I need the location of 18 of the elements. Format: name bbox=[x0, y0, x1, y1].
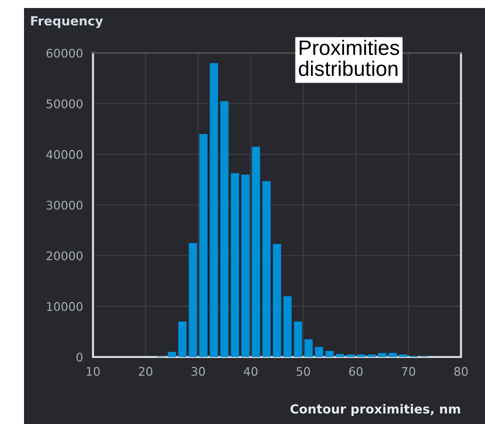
y-tick-label: 40000 bbox=[46, 150, 82, 159]
y-tick-label: 60000 bbox=[46, 48, 82, 58]
y-tick-label: 10000 bbox=[47, 302, 82, 311]
y-tick-label: 0 bbox=[76, 352, 82, 362]
y-axis-title: Frequency bbox=[31, 16, 103, 28]
x-tick-label: 70 bbox=[402, 366, 416, 376]
y-tick-label: 50000 bbox=[46, 99, 82, 108]
x-tick-label: 40 bbox=[244, 366, 258, 376]
y-tick-label: 30000 bbox=[46, 200, 82, 210]
x-tick-label: 20 bbox=[138, 366, 152, 376]
x-tick-label: 60 bbox=[349, 366, 363, 376]
x-axis-title: Contour proximities, nm bbox=[290, 404, 460, 416]
y-tick-label: 20000 bbox=[46, 251, 82, 260]
x-tick-label: 10 bbox=[86, 366, 100, 376]
x-tick-label: 80 bbox=[454, 366, 468, 376]
x-tick-label: 50 bbox=[296, 366, 310, 376]
chart-title: Proximities distribution bbox=[298, 40, 400, 76]
x-tick-label: 30 bbox=[192, 366, 205, 376]
